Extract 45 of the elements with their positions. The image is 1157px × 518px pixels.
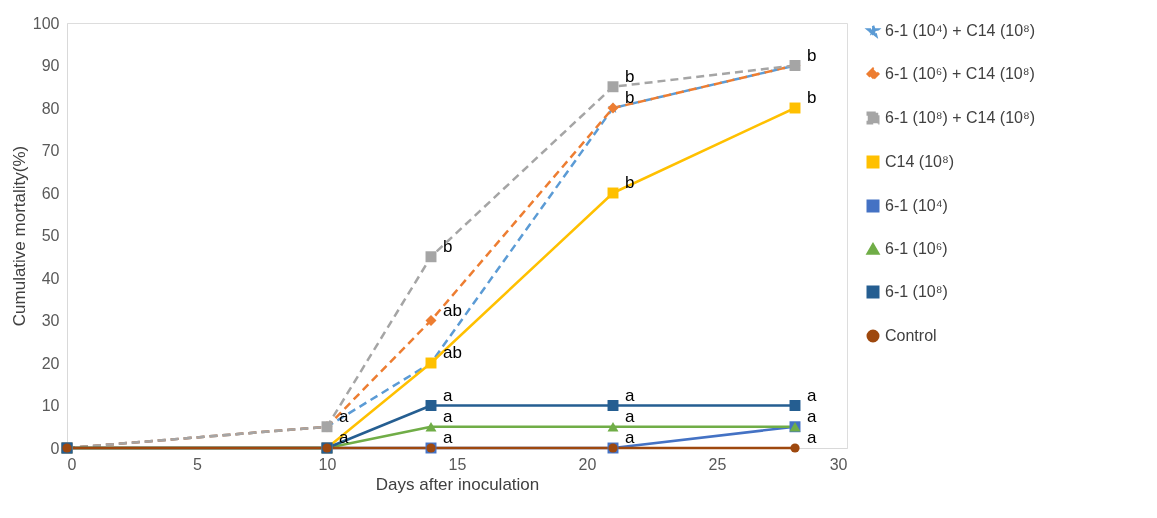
y-tick-label: 10 [41, 397, 60, 414]
x-tick-label: 5 [193, 455, 203, 473]
annotation: a [807, 385, 817, 405]
legend-label: 6-1 (10⁴) + C14 (10⁸) [885, 22, 1036, 39]
y-tick-label: 90 [41, 57, 60, 74]
annotation: b [625, 88, 635, 107]
annotation: a [443, 385, 453, 405]
y-tick-label: 80 [41, 99, 60, 117]
legend-label: 6-1 (10⁴) [885, 197, 948, 214]
annotation: ab [443, 300, 462, 320]
x-tick-label: 20 [578, 455, 597, 473]
annotation: ab [443, 343, 462, 362]
legend-label: 6-1 (10⁶) + C14 (10⁸) [885, 65, 1035, 82]
legend-label: Control [885, 327, 937, 344]
annotation: a [443, 406, 453, 426]
annotation: a [625, 428, 635, 447]
annotation: a [339, 406, 349, 426]
y-tick-label: 70 [41, 142, 60, 159]
annotation: a [807, 406, 817, 426]
annotation: a [443, 428, 453, 447]
y-tick-label: 0 [50, 439, 60, 457]
y-axis-title: Cumulative mortality(%) [9, 145, 29, 327]
legend-label: 6-1 (10⁶) [885, 240, 948, 257]
x-axis-title: Days after inoculation [375, 474, 540, 494]
x-tick-label: 10 [318, 455, 337, 473]
y-tick-label: 50 [41, 227, 60, 244]
annotation: a [807, 428, 817, 447]
legend-label: C14 (10⁸) [885, 153, 954, 170]
legend-label: 6-1 (10⁸) + C14 (10⁸) [885, 109, 1036, 126]
annotation: b [807, 88, 817, 107]
annotation: b [807, 45, 817, 65]
annotation: a [625, 406, 635, 426]
y-tick-label: 30 [41, 312, 60, 329]
legend-label: 6-1 (10⁸) [885, 283, 948, 300]
x-tick-label: 15 [448, 455, 467, 473]
annotation: b [443, 236, 453, 256]
x-tick-label: 25 [708, 455, 727, 473]
x-tick-label: 0 [67, 455, 77, 473]
y-tick-label: 40 [41, 269, 60, 287]
x-tick-label: 30 [829, 455, 848, 473]
y-tick-label: 60 [41, 184, 60, 202]
y-tick-label: 20 [41, 354, 60, 372]
annotation: b [625, 66, 635, 86]
annotation: a [625, 385, 635, 405]
y-tick-label: 100 [32, 14, 60, 32]
